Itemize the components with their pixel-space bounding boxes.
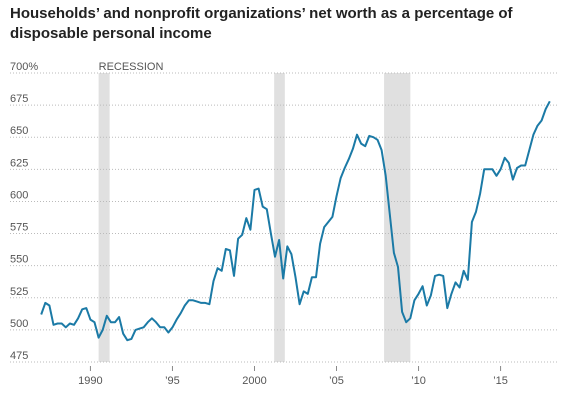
y-tick-label: 600 bbox=[10, 189, 28, 201]
y-tick-label: 525 bbox=[10, 286, 28, 298]
annotation: RECESSION bbox=[99, 61, 164, 73]
y-tick-label: 675 bbox=[10, 93, 28, 105]
x-tick-label: ’15 bbox=[493, 375, 508, 387]
x-tick-label: 2000 bbox=[242, 375, 266, 387]
x-tick-label: ’05 bbox=[329, 375, 344, 387]
x-tick-label: ’95 bbox=[165, 375, 180, 387]
y-tick-label: 500 bbox=[10, 318, 28, 330]
y-tick-label: 700% bbox=[10, 61, 38, 73]
y-tick-label: 575 bbox=[10, 222, 28, 234]
y-tick-label: 650 bbox=[10, 125, 28, 137]
y-tick-label: 625 bbox=[10, 157, 28, 169]
recession-band bbox=[384, 73, 411, 362]
recession-band bbox=[274, 73, 285, 362]
chart-title: Households’ and nonprofit organizations’… bbox=[10, 5, 513, 42]
x-tick-label: 1990 bbox=[78, 375, 102, 387]
x-tick-label: ’10 bbox=[411, 375, 426, 387]
y-tick-label: 475 bbox=[10, 350, 28, 362]
recession-band bbox=[98, 73, 110, 362]
y-tick-label: 550 bbox=[10, 254, 28, 266]
series-line bbox=[40, 100, 551, 342]
title-box: Households’ and nonprofit organizations’… bbox=[10, 5, 513, 42]
